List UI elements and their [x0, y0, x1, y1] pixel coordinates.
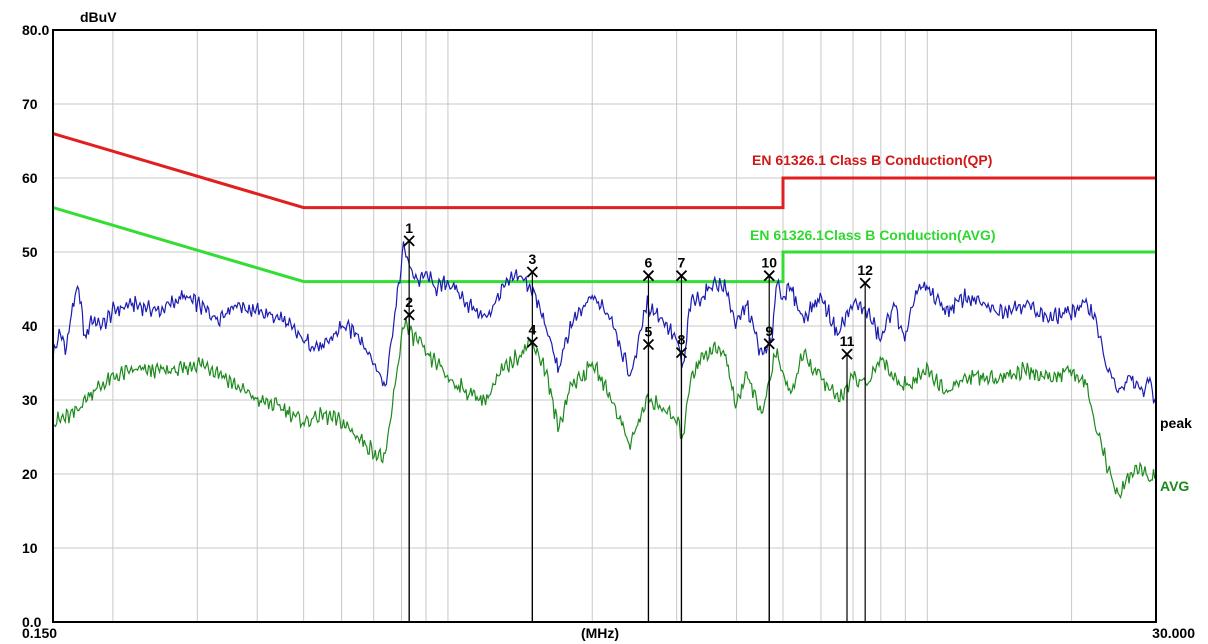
marker-x: [675, 270, 688, 282]
y-axis-tick-labels: 0.0 10 20 30 40 50 60 70 80.0: [22, 22, 49, 630]
marker-label: 10: [761, 255, 777, 271]
marker-label: 6: [645, 255, 653, 271]
peak-trace-label: peak: [1160, 415, 1192, 431]
marker-10: 10: [761, 255, 777, 622]
marker-x: [642, 270, 655, 282]
limit-lines: [52, 132, 1156, 284]
marker-x: [403, 235, 415, 247]
marker-4: 4: [526, 321, 538, 622]
qp-limit-label: EN 61326.1 Class B Conduction(QP): [752, 152, 992, 168]
marker-label: 11: [840, 333, 855, 349]
y-tick-label: 30: [22, 392, 38, 408]
avg-limit-label: EN 61326.1Class B Conduction(AVG): [750, 227, 996, 243]
y-tick-label: 0.0: [22, 614, 42, 630]
avg-trace-label: AVG: [1160, 478, 1189, 494]
marker-label: 7: [678, 255, 686, 271]
marker-label: 2: [405, 294, 413, 310]
y-tick-label: 80.0: [22, 22, 49, 38]
marker-x: [526, 336, 538, 348]
avg-trace: [52, 318, 1157, 500]
marker-8: 8: [675, 332, 688, 622]
avg-limit-line: [52, 206, 1156, 284]
x-axis-max-label: 30.000: [1152, 625, 1195, 641]
marker-label: 3: [528, 251, 536, 267]
grid-lines: [53, 30, 1156, 622]
marker-12: 12: [857, 262, 873, 622]
x-axis-unit-label: (MHz): [581, 625, 619, 641]
marker-label: 4: [528, 321, 536, 337]
y-tick-label: 70: [22, 96, 38, 112]
y-tick-label: 50: [22, 244, 38, 260]
x-axis-min-label: 0.150: [22, 625, 57, 641]
marker-label: 12: [857, 262, 873, 278]
marker-label: 8: [678, 332, 686, 348]
marker-label: 1: [405, 220, 413, 236]
measurement-markers: 123456789101112: [403, 220, 873, 622]
marker-x: [526, 266, 538, 278]
plot-frame: [52, 29, 1157, 623]
marker-6: 6: [642, 255, 655, 622]
qp-limit-line: [52, 132, 1156, 210]
marker-x: [403, 309, 415, 321]
y-tick-label: 60: [22, 170, 38, 186]
y-axis-unit-label: dBuV: [80, 9, 117, 25]
marker-11: 11: [840, 333, 855, 622]
measurement-traces: [52, 241, 1157, 500]
peak-trace: [52, 241, 1157, 406]
marker-x: [859, 277, 871, 289]
marker-2: 2: [403, 294, 415, 622]
marker-x: [841, 348, 853, 360]
y-tick-label: 10: [22, 540, 38, 556]
y-tick-label: 40: [22, 318, 38, 334]
marker-x: [763, 270, 775, 282]
y-tick-label: 20: [22, 466, 38, 482]
marker-x: [675, 347, 688, 359]
